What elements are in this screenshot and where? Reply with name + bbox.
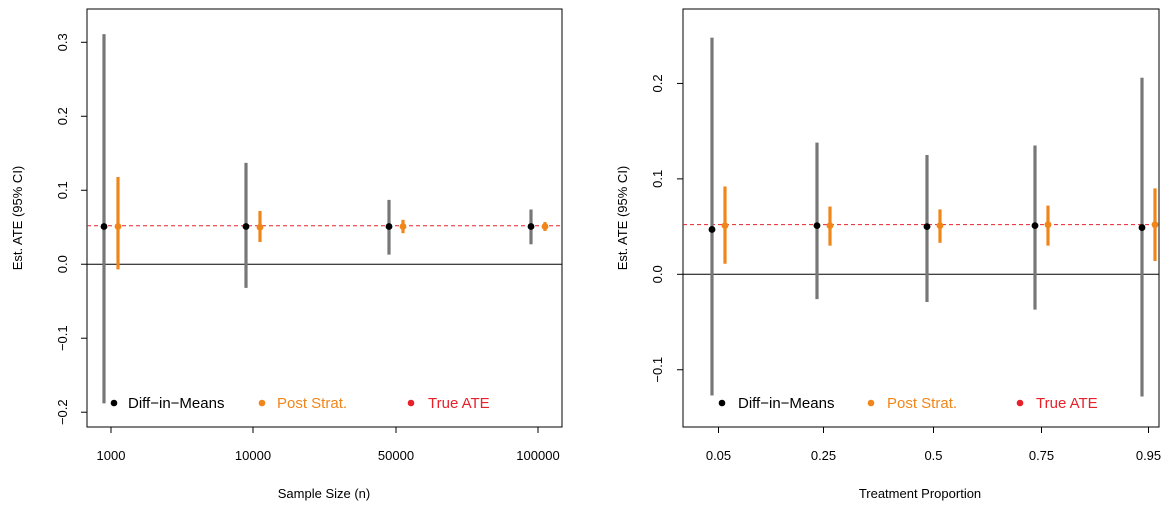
x-axis-label: Sample Size (n) bbox=[278, 486, 370, 501]
y-tick-label: 0.2 bbox=[650, 74, 665, 92]
post-strat-point bbox=[936, 222, 944, 230]
x-tick-label: 50000 bbox=[378, 448, 414, 463]
legend-label-post-strat: Post Strat. bbox=[887, 395, 957, 412]
x-tick-label: 0.75 bbox=[1029, 448, 1054, 463]
legend-marker-true-ate bbox=[407, 399, 415, 407]
x-tick-label: 100000 bbox=[516, 448, 559, 463]
legend-marker-post-strat bbox=[867, 399, 875, 407]
diff-in-means-point bbox=[813, 222, 821, 230]
post-strat-point bbox=[399, 223, 407, 230]
legend-label-post-strat: Post Strat. bbox=[277, 395, 347, 412]
x-tick-label: 0.25 bbox=[811, 448, 836, 463]
post-strat-point bbox=[826, 222, 834, 230]
post-strat-point bbox=[1151, 221, 1159, 229]
x-tick-label: 10000 bbox=[235, 448, 271, 463]
diff-in-means-point bbox=[1138, 224, 1146, 231]
chart-panel-sample-size: 1000 10000 50000 100000 −0.2 −0.1 0.0 0.1 0.2 0.3… bbox=[10, 8, 563, 501]
legend: Diff−in−Means Post Strat. True ATE bbox=[110, 395, 490, 412]
y-tick-label: 0.1 bbox=[650, 170, 665, 188]
post-strat-point bbox=[1044, 221, 1052, 229]
diff-in-means-point bbox=[923, 223, 931, 230]
x-tick-label: 0.95 bbox=[1136, 448, 1161, 463]
axis-layer: 0.05 0.25 0.5 0.75 0.95 −0.1 0.0 0.1 0.2 bbox=[650, 74, 1161, 463]
y-axis-label: Est. ATE (95% CI) bbox=[615, 166, 630, 271]
diff-in-means-point bbox=[242, 223, 250, 230]
plot-frame bbox=[682, 8, 1160, 428]
post-strat-point bbox=[256, 223, 264, 231]
x-tick-label: 0.05 bbox=[706, 448, 731, 463]
diff-in-means-point bbox=[1031, 222, 1039, 230]
legend-label-true-ate: True ATE bbox=[1036, 395, 1098, 412]
x-axis-label: Treatment Proportion bbox=[859, 486, 981, 501]
y-tick-label: 0.1 bbox=[55, 181, 70, 199]
post-strat-point bbox=[114, 223, 122, 230]
diff-in-means-point bbox=[527, 223, 535, 230]
legend-label-diff-in-means: Diff−in−Means bbox=[738, 395, 834, 412]
y-axis-label: Est. ATE (95% CI) bbox=[10, 166, 25, 271]
diff-in-means-point bbox=[100, 223, 108, 230]
legend-label-diff-in-means: Diff−in−Means bbox=[128, 395, 224, 412]
legend-marker-diff-in-means bbox=[110, 399, 118, 407]
post-strat-point bbox=[541, 223, 549, 230]
diff-in-means-point bbox=[385, 223, 393, 230]
y-tick-label: −0.2 bbox=[55, 399, 70, 425]
plot-data-layer bbox=[683, 37, 1159, 397]
y-tick-label: −0.1 bbox=[55, 325, 70, 351]
legend-label-true-ate: True ATE bbox=[428, 395, 490, 412]
y-tick-label: 0.0 bbox=[650, 265, 665, 283]
y-tick-label: −0.1 bbox=[650, 357, 665, 383]
y-tick-label: 0.2 bbox=[55, 107, 70, 125]
y-tick-label: 0.3 bbox=[55, 33, 70, 51]
y-tick-label: 0.0 bbox=[55, 255, 70, 273]
x-tick-label: 1000 bbox=[97, 448, 126, 463]
legend-marker-true-ate bbox=[1016, 399, 1024, 407]
plot-frame bbox=[86, 8, 563, 428]
legend: Diff−in−Means Post Strat. True ATE bbox=[718, 395, 1098, 412]
plot-data-layer bbox=[87, 34, 562, 404]
diff-in-means-point bbox=[708, 226, 716, 233]
chart-panel-treatment-proportion: 0.05 0.25 0.5 0.75 0.95 −0.1 0.0 0.1 0.2 Treatme… bbox=[615, 8, 1161, 501]
x-tick-label: 0.5 bbox=[924, 448, 942, 463]
axis-layer: 1000 10000 50000 100000 −0.2 −0.1 0.0 0.1 0.2 0.3 bbox=[55, 33, 560, 463]
post-strat-point bbox=[721, 222, 729, 230]
legend-marker-diff-in-means bbox=[718, 399, 726, 407]
legend-marker-post-strat bbox=[258, 399, 266, 407]
